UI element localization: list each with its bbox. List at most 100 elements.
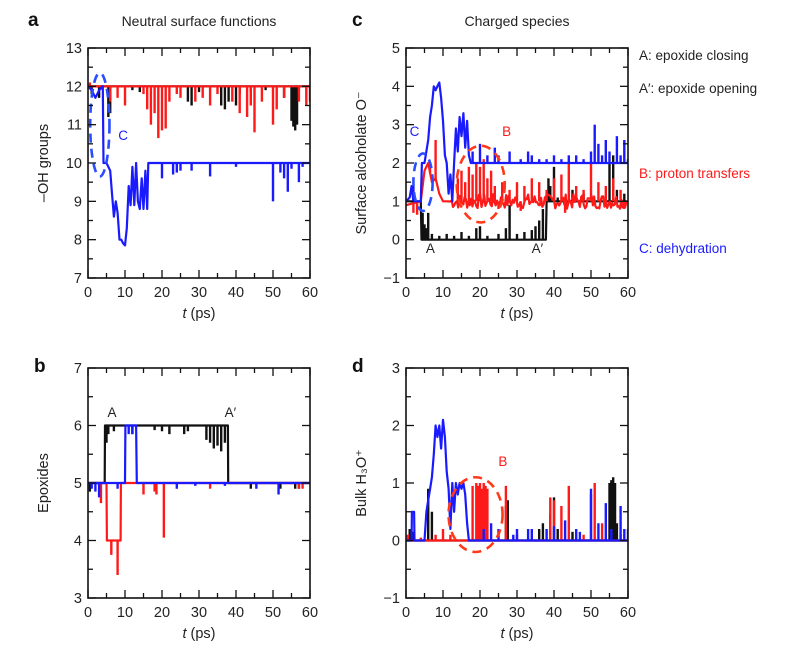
x-tick-label: 60: [620, 605, 636, 621]
x-axis-label-unit: (ps): [509, 306, 534, 322]
plot-data: [406, 81, 628, 241]
y-tick-label: 10: [66, 156, 82, 172]
annotation-label: A: [108, 405, 117, 420]
x-tick-label: 30: [191, 285, 207, 301]
y-tick-label: 5: [392, 41, 400, 57]
series-black: [88, 424, 310, 492]
x-tick-label: 50: [583, 605, 599, 621]
series-red: [406, 140, 628, 215]
x-tick-label: 60: [302, 605, 318, 621]
x-tick-label: 60: [620, 285, 636, 301]
y-tick-label: 11: [67, 118, 82, 134]
panel-title-a: Neutral surface functions: [122, 13, 277, 29]
x-axis-label-var: t: [182, 306, 190, 322]
x-tick-label: 10: [435, 285, 451, 301]
series-blue: [88, 85, 310, 247]
x-tick-label: 0: [402, 605, 410, 621]
y-tick-label: 0: [392, 233, 400, 249]
x-tick-label: 0: [402, 285, 410, 301]
series-line-blue: [88, 424, 310, 485]
y-tick-label: 12: [66, 79, 82, 95]
x-axis-label-unit: (ps): [191, 626, 216, 642]
annotation-label: A′: [532, 241, 544, 256]
dashed-ellipse-blueDash: [412, 152, 434, 213]
annotation-label: C: [410, 124, 420, 139]
x-tick-label: 30: [509, 285, 525, 301]
plot-data: [406, 418, 628, 542]
y-axis-label: Epoxides: [36, 453, 52, 513]
x-tick-label: 40: [228, 605, 244, 621]
series-line-blue: [406, 81, 628, 203]
x-tick-label: 20: [472, 285, 488, 301]
legend-item-b: B: proton transfers: [639, 166, 750, 181]
y-tick-label: 3: [74, 591, 82, 607]
panel-b: b A A′ 0 10 20 30 40 50 60 3 4 5 6 7 t (ps) Epoxides: [34, 356, 318, 642]
panel-title-c: Charged species: [464, 13, 569, 29]
y-tick-label: 3: [392, 361, 400, 377]
x-axis-label-unit: (ps): [191, 306, 216, 322]
annotation-label: A: [426, 241, 435, 256]
y-tick-label: 7: [74, 361, 82, 377]
x-axis-label-var: t: [500, 626, 508, 642]
x-axis-label: t (ps): [182, 626, 215, 642]
y-tick-label: −1: [383, 271, 400, 287]
x-tick-label: 30: [191, 605, 207, 621]
x-tick-label: 50: [583, 285, 599, 301]
annotation-label: B: [498, 454, 507, 469]
y-tick-label: 3: [392, 118, 400, 134]
panel-a: a Neutral surface functions C 0 10 20 30 40 50…: [28, 10, 318, 322]
x-tick-label: 20: [154, 605, 170, 621]
panel-letter-d: d: [352, 356, 364, 377]
series-line-blue: [88, 85, 310, 247]
legend-item-a: A: epoxide closing: [639, 48, 749, 63]
panel-letter-a: a: [28, 10, 39, 31]
x-tick-label: 10: [117, 285, 133, 301]
panel-c: c Charged species C BA A′0 10 20 30 40 50 60−101…: [352, 10, 636, 322]
y-axis-label: Bulk H₃O⁺: [354, 449, 370, 517]
y-tick-label: 7: [74, 271, 82, 287]
annotation-label: C: [118, 128, 128, 143]
y-axis-label: –OH groups: [36, 124, 52, 202]
x-axis-label: t (ps): [500, 626, 533, 642]
annotation-label: B: [502, 124, 511, 139]
y-tick-label: 9: [74, 194, 82, 210]
panel-letter-b: b: [34, 356, 46, 377]
x-tick-label: 10: [435, 605, 451, 621]
series-line-red: [406, 161, 628, 210]
x-tick-label: 20: [154, 285, 170, 301]
plot-data: [88, 424, 310, 575]
y-tick-label: 2: [392, 156, 400, 172]
x-axis-label-unit: (ps): [509, 626, 534, 642]
series-blue: [88, 424, 310, 498]
y-tick-label: 1: [392, 194, 400, 210]
legend-item-a-prime: A′: epoxide opening: [639, 81, 757, 96]
series-red: [88, 82, 310, 139]
y-tick-label: 6: [74, 419, 82, 435]
legend: A: epoxide closing A′: epoxide opening B…: [639, 48, 757, 256]
x-axis-label-var: t: [182, 626, 190, 642]
y-tick-label: 5: [74, 476, 82, 492]
x-tick-label: 60: [302, 285, 318, 301]
y-tick-label: 2: [392, 419, 400, 435]
x-tick-label: 50: [265, 605, 281, 621]
series-blue: [406, 418, 628, 542]
x-tick-label: 0: [84, 285, 92, 301]
y-tick-label: 1: [392, 476, 400, 492]
x-tick-label: 10: [117, 605, 133, 621]
x-axis-label: t (ps): [182, 306, 215, 322]
dashed-ellipse-redDash: [455, 144, 507, 224]
x-tick-label: 40: [546, 605, 562, 621]
series-red: [88, 481, 310, 575]
y-tick-label: 8: [74, 233, 82, 249]
panel-letter-c: c: [352, 10, 363, 31]
x-axis-label-var: t: [500, 306, 508, 322]
x-tick-label: 0: [84, 605, 92, 621]
y-axis-label: Surface alcoholate O⁻: [354, 91, 370, 234]
dashed-ellipse-redDash: [447, 475, 504, 554]
series-line-black: [88, 424, 310, 485]
x-tick-label: 50: [265, 285, 281, 301]
x-tick-label: 40: [546, 285, 562, 301]
y-tick-label: 0: [392, 534, 400, 550]
